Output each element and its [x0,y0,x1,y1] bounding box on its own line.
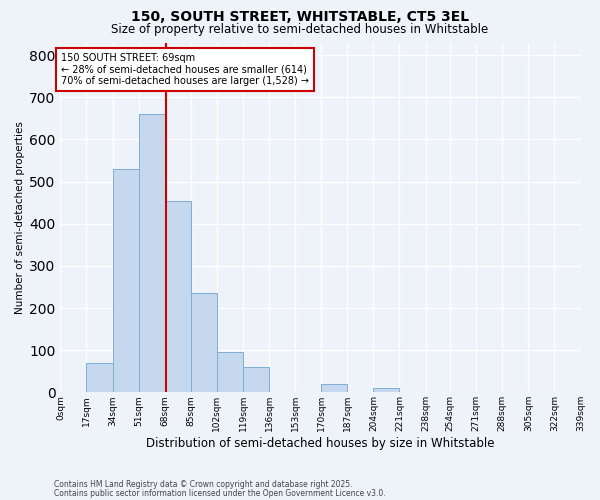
Bar [86,363,113,392]
Bar [139,114,165,392]
Text: Contains HM Land Registry data © Crown copyright and database right 2025.: Contains HM Land Registry data © Crown c… [54,480,353,489]
Text: 150, SOUTH STREET, WHITSTABLE, CT5 3EL: 150, SOUTH STREET, WHITSTABLE, CT5 3EL [131,10,469,24]
Text: Size of property relative to semi-detached houses in Whitstable: Size of property relative to semi-detach… [112,22,488,36]
Bar [217,352,243,393]
X-axis label: Distribution of semi-detached houses by size in Whitstable: Distribution of semi-detached houses by … [146,437,495,450]
Bar [113,169,139,392]
Bar [243,367,269,392]
Bar [321,384,347,392]
Text: 150 SOUTH STREET: 69sqm
← 28% of semi-detached houses are smaller (614)
70% of s: 150 SOUTH STREET: 69sqm ← 28% of semi-de… [61,53,309,86]
Y-axis label: Number of semi-detached properties: Number of semi-detached properties [15,121,25,314]
Bar [191,294,217,392]
Text: Contains public sector information licensed under the Open Government Licence v3: Contains public sector information licen… [54,488,386,498]
Bar [165,200,191,392]
Bar [373,388,400,392]
